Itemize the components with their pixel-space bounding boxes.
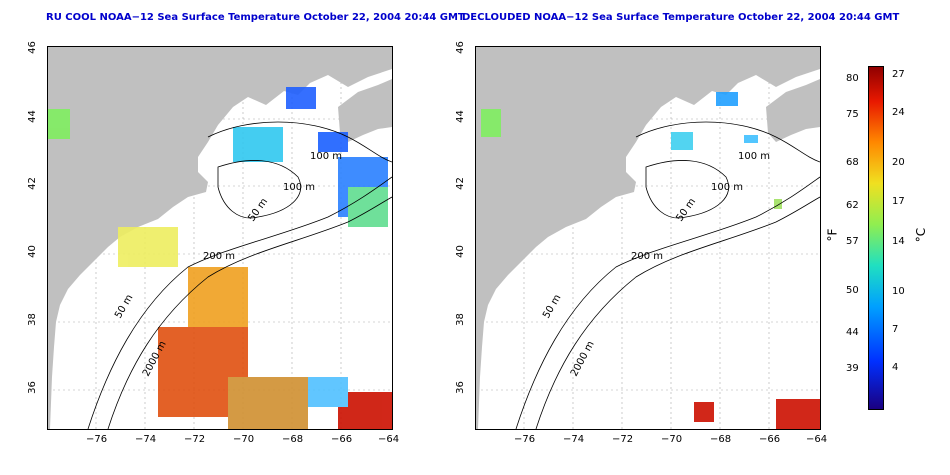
- y-tick-label: 42: [454, 177, 466, 190]
- nova-scotia-land: [338, 79, 392, 142]
- celsius-tick: 27: [892, 69, 905, 80]
- y-tick-label: 38: [26, 313, 38, 326]
- y-tick-label: 46: [26, 41, 38, 54]
- celsius-tick: 24: [892, 107, 905, 118]
- fahrenheit-tick: 39: [846, 363, 859, 374]
- contour-label: 100 m: [738, 151, 770, 162]
- x-tick-label: −68: [282, 434, 304, 445]
- bathymetry-contours: [87, 121, 392, 429]
- y-tick-label: 44: [26, 110, 38, 123]
- x-tick-label: −66: [759, 434, 781, 445]
- x-tick-label: −70: [661, 434, 683, 445]
- right-panel-title: DECLOUDED NOAA−12 Sea Surface Temperatur…: [462, 12, 900, 23]
- x-tick-label: −76: [514, 434, 536, 445]
- fahrenheit-tick: 68: [846, 157, 859, 168]
- y-tick-label: 46: [454, 41, 466, 54]
- celsius-tick: 20: [892, 157, 905, 168]
- y-tick-label: 44: [454, 110, 466, 123]
- contour-label: 50 m: [674, 196, 698, 223]
- y-tick-label: 42: [26, 177, 38, 190]
- temperature-colorbar: [868, 66, 884, 410]
- x-tick-label: −72: [184, 434, 206, 445]
- bathymetry-contours: [515, 121, 820, 429]
- celsius-tick: 7: [892, 324, 899, 335]
- celsius-tick: 14: [892, 236, 905, 247]
- contour-label: 100 m: [711, 182, 743, 193]
- y-tick-label: 36: [454, 381, 466, 394]
- contour-label: 100 m: [283, 182, 315, 193]
- x-tick-label: −74: [563, 434, 585, 445]
- celsius-tick: 4: [892, 362, 899, 373]
- land-mass: [476, 47, 820, 429]
- x-tick-label: −70: [233, 434, 255, 445]
- x-tick-label: −66: [331, 434, 353, 445]
- fahrenheit-tick: 50: [846, 285, 859, 296]
- right-map-panel: 100 m 100 m 50 m 200 m 50 m 2000 m: [475, 46, 821, 430]
- fahrenheit-unit-label: °F: [825, 228, 840, 242]
- contour-label: 50 m: [541, 293, 563, 321]
- x-tick-label: −64: [378, 434, 400, 445]
- left-map-panel: 100 m 100 m 50 m 200 m 50 m 2000 m: [47, 46, 393, 430]
- y-tick-label: 40: [26, 245, 38, 258]
- nova-scotia-land: [766, 79, 820, 142]
- contour-label: 50 m: [113, 293, 135, 321]
- right-map-canvas: 100 m 100 m 50 m 200 m 50 m 2000 m: [476, 47, 820, 429]
- x-tick-label: −64: [806, 434, 828, 445]
- celsius-tick: 17: [892, 196, 905, 207]
- celsius-unit-label: °C: [914, 227, 929, 243]
- left-panel-title: RU COOL NOAA−12 Sea Surface Temperature …: [46, 12, 465, 23]
- contour-label: 50 m: [246, 196, 270, 223]
- fahrenheit-tick: 57: [846, 236, 859, 247]
- x-tick-label: −68: [710, 434, 732, 445]
- y-tick-label: 36: [26, 381, 38, 394]
- x-tick-label: −76: [86, 434, 108, 445]
- fahrenheit-tick: 62: [846, 200, 859, 211]
- x-tick-label: −72: [612, 434, 634, 445]
- y-tick-label: 38: [454, 313, 466, 326]
- sst-pixels: [481, 92, 820, 429]
- left-map-canvas: 100 m 100 m 50 m 200 m 50 m 2000 m: [48, 47, 392, 429]
- sst-pixels: [48, 87, 392, 429]
- x-tick-label: −74: [135, 434, 157, 445]
- contour-label: 200 m: [631, 251, 663, 262]
- celsius-tick: 10: [892, 286, 905, 297]
- fahrenheit-tick: 44: [846, 327, 859, 338]
- contour-label: 200 m: [203, 251, 235, 262]
- contour-label: 100 m: [310, 151, 342, 162]
- y-tick-label: 40: [454, 245, 466, 258]
- fahrenheit-tick: 80: [846, 73, 859, 84]
- fahrenheit-tick: 75: [846, 109, 859, 120]
- land-mass: [48, 47, 392, 429]
